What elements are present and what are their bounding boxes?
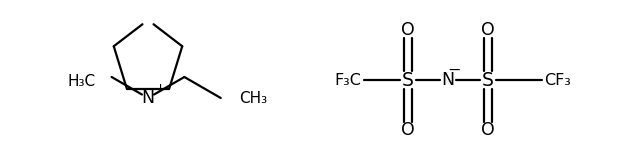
Text: S: S — [482, 71, 494, 89]
Text: O: O — [401, 121, 415, 139]
Text: CF₃: CF₃ — [545, 73, 572, 87]
Text: N: N — [442, 71, 454, 89]
Text: O: O — [401, 21, 415, 39]
Text: F₃C: F₃C — [335, 73, 362, 87]
Text: O: O — [481, 21, 495, 39]
Text: O: O — [481, 121, 495, 139]
Text: −: − — [447, 63, 461, 78]
Text: H₃C: H₃C — [67, 74, 95, 88]
Text: S: S — [402, 71, 414, 89]
Text: N: N — [141, 89, 155, 107]
Text: CH₃: CH₃ — [239, 90, 267, 106]
Text: +: + — [154, 82, 166, 94]
